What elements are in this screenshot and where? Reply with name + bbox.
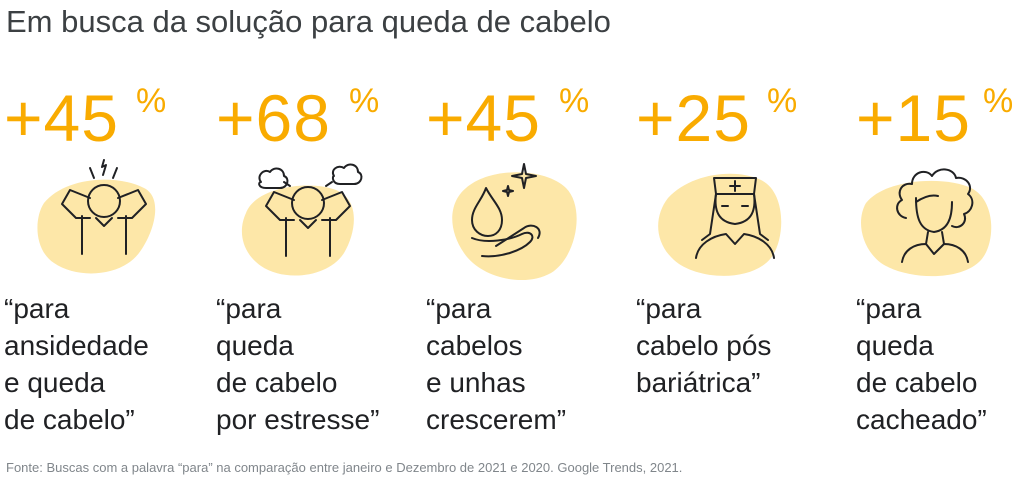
stat-card-growth: +45 % [426, 80, 626, 288]
quote-line: “para [4, 293, 70, 324]
curly-hair-person-icon [856, 158, 1024, 288]
quote-anxiety: “para ansidedade e queda de cabelo” [4, 290, 149, 438]
stat-value: +15 [856, 81, 971, 155]
stat-unit: % [983, 82, 1014, 120]
nurse-icon [636, 158, 836, 288]
stat-card-bariatric: +25 % [636, 80, 836, 288]
stat-unit: % [559, 82, 590, 120]
quote-line: queda [856, 330, 934, 361]
quote-line: cabelos [426, 330, 523, 361]
stressed-person-icon [4, 158, 204, 288]
stat-value: +25 [636, 81, 751, 155]
quote-line: queda [216, 330, 294, 361]
stat-card-anxiety: +45 % [4, 80, 204, 288]
quote-line: crescerem” [426, 404, 567, 435]
stat-figure: +25 % [636, 80, 836, 156]
stressed-person-steam-icon [216, 158, 416, 288]
quote-line: por estresse” [216, 404, 380, 435]
quote-line: “para [426, 293, 492, 324]
quote-line: “para [216, 293, 282, 324]
quote-line: “para [636, 293, 702, 324]
stat-card-curly: +15 % [856, 80, 1024, 288]
stat-value: +45 [426, 81, 541, 155]
stat-unit: % [136, 82, 167, 120]
quote-line: ansidedade [4, 330, 149, 361]
stat-figure: +45 % [426, 80, 626, 156]
quote-line: de cabelo [216, 367, 338, 398]
quote-line: “para [856, 293, 922, 324]
page-title: Em busca da solução para queda de cabelo [6, 4, 611, 39]
stat-value: +68 [216, 81, 331, 155]
quote-line: e unhas [426, 367, 526, 398]
quote-curly: “para queda de cabelo cacheado” [856, 290, 987, 438]
quote-line: e queda [4, 367, 106, 398]
stat-figure: +45 % [4, 80, 204, 156]
stat-figure: +68 % [216, 80, 416, 156]
stat-unit: % [349, 82, 380, 120]
stat-figure: +15 % [856, 80, 1024, 156]
stat-value: +45 [4, 81, 119, 155]
quote-stress: “para queda de cabelo por estresse” [216, 290, 379, 438]
drop-hand-sparkle-icon [426, 158, 626, 288]
quote-growth: “para cabelos e unhas crescerem” [426, 290, 566, 438]
stat-unit: % [767, 82, 798, 120]
quote-line: de cabelo [856, 367, 978, 398]
source-footnote: Fonte: Buscas com a palavra “para” na co… [6, 460, 683, 475]
quote-line: de cabelo” [4, 404, 135, 435]
quote-line: bariátrica” [636, 367, 761, 398]
quote-line: cabelo pós [636, 330, 772, 361]
quote-line: cacheado” [856, 404, 987, 435]
stat-card-stress: +68 % [216, 80, 416, 288]
quote-bariatric: “para cabelo pós bariátrica” [636, 290, 771, 401]
